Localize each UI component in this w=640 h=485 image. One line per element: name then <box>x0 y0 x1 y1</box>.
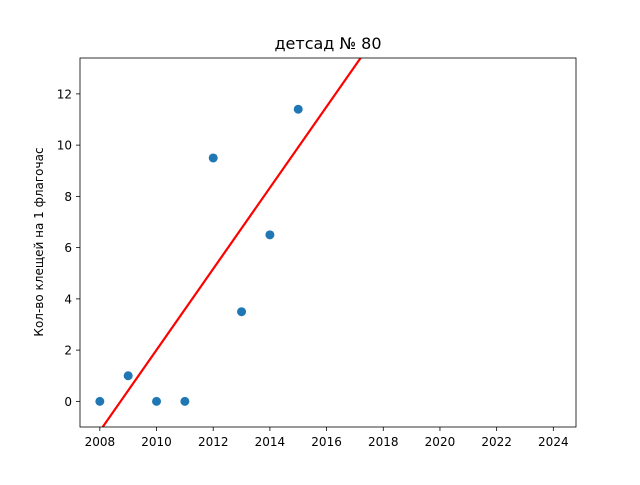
y-tick-label: 6 <box>64 241 72 255</box>
data-point <box>265 230 275 240</box>
data-point <box>180 396 190 406</box>
data-point <box>95 396 105 406</box>
data-point <box>293 104 303 114</box>
y-tick-label: 4 <box>64 292 72 306</box>
x-tick-label: 2022 <box>481 435 512 449</box>
x-tick-label: 2014 <box>255 435 286 449</box>
data-point <box>152 396 162 406</box>
series-group <box>95 58 362 427</box>
data-point <box>237 307 247 317</box>
chart-title: детсад № 80 <box>274 34 381 53</box>
x-tick-label: 2024 <box>538 435 569 449</box>
x-tick-label: 2010 <box>141 435 172 449</box>
y-tick-label: 12 <box>57 87 72 101</box>
y-tick-label: 0 <box>64 395 72 409</box>
x-tick-label: 2008 <box>85 435 116 449</box>
trend-line <box>101 58 362 427</box>
x-tick-label: 2012 <box>198 435 229 449</box>
y-tick-label: 10 <box>57 139 72 153</box>
plot-frame <box>79 57 577 428</box>
x-tick-label: 2016 <box>311 435 342 449</box>
y-axis-label: Кол-во клещей на 1 флагочас <box>32 147 46 336</box>
y-tick-label: 2 <box>64 344 72 358</box>
data-point <box>123 371 133 381</box>
x-tick-label: 2020 <box>425 435 456 449</box>
plot-area: 2008 2010 2012 2014 2016 2018 2020 2022 2024 0 2 4 6… <box>57 57 577 449</box>
x-tick-label: 2018 <box>368 435 399 449</box>
data-point <box>208 153 218 163</box>
y-tick-label: 8 <box>64 190 72 204</box>
